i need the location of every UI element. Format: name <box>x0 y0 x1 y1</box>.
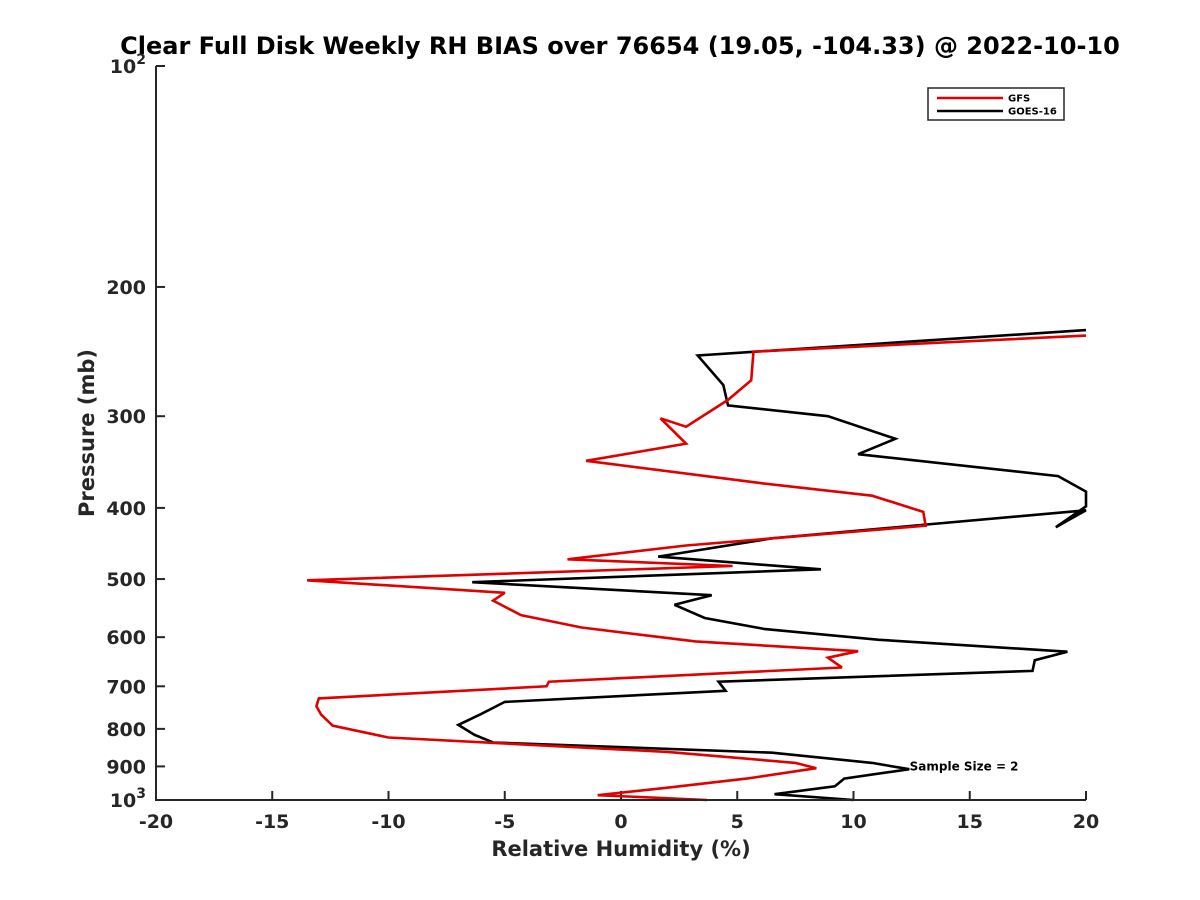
y-axis-label: Pressure (mb) <box>75 349 99 517</box>
x-tick-label: 10 <box>840 811 866 833</box>
x-tick-label: 5 <box>731 811 744 833</box>
y-tick-label: 600 <box>106 627 146 649</box>
series-line-goes-16 <box>455 328 1088 802</box>
y-tick-label: 300 <box>106 406 146 428</box>
y-tick-label: 102 <box>110 52 146 78</box>
y-tick-base: 10 <box>110 790 136 812</box>
x-tick-label: -20 <box>139 811 173 833</box>
x-tick-label: -15 <box>255 811 289 833</box>
y-tick-label: 500 <box>106 569 146 591</box>
y-tick-exponent: 2 <box>136 52 146 68</box>
axis-ticks: -20 -15 -10 -5 0 5 10 15 20102200300400500600700… <box>106 52 1099 833</box>
legend: GFS GOES-16 <box>927 87 1065 121</box>
y-tick-label: 400 <box>106 498 146 520</box>
y-tick-base: 10 <box>110 56 136 78</box>
series-lines <box>307 328 1088 802</box>
x-tick-label: 20 <box>1073 811 1099 833</box>
x-tick-label: 0 <box>614 811 627 833</box>
legend-box <box>927 87 1065 121</box>
series-line-gfs <box>307 334 1087 802</box>
x-tick-label: -5 <box>494 811 515 833</box>
y-tick-label: 900 <box>106 756 146 778</box>
legend-label: GOES-16 <box>1008 107 1057 118</box>
x-axis-label: Relative Humidity (%) <box>491 837 750 861</box>
sample-size-annotation: Sample Size = 2 <box>910 759 1019 773</box>
x-tick-label: -10 <box>371 811 405 833</box>
chart-title: Clear Full Disk Weekly RH BIAS over 7665… <box>120 32 1120 60</box>
plot-axes <box>155 66 1086 801</box>
y-tick-label: 103 <box>110 786 146 812</box>
x-tick-label: 15 <box>957 811 983 833</box>
y-tick-exponent: 3 <box>136 786 146 802</box>
legend-label: GFS <box>1008 94 1030 105</box>
y-tick-label: 800 <box>106 719 146 741</box>
y-tick-label: 200 <box>106 277 146 299</box>
y-tick-label: 700 <box>106 676 146 698</box>
